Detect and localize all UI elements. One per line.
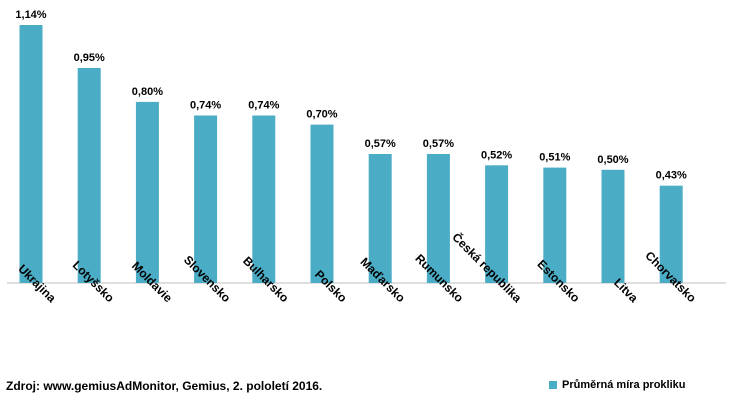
data-label-4: 0,74% [248, 100, 279, 112]
bar-7 [426, 154, 450, 283]
bar-3 [194, 115, 218, 283]
data-label-0: 1,14% [15, 9, 46, 21]
bar-9 [543, 167, 567, 283]
data-label-6: 0,57% [365, 138, 396, 150]
data-label-10: 0,50% [597, 154, 628, 166]
legend: Průměrná míra prokliku [549, 379, 686, 391]
source-note: Zdroj: www.gemiusAdMonitor, Gemius, 2. p… [6, 379, 323, 393]
bar-10 [601, 169, 625, 283]
bar-2 [135, 101, 159, 284]
data-label-3: 0,74% [190, 100, 221, 112]
data-label-2: 0,80% [132, 86, 163, 98]
legend-label: Průměrná míra prokliku [562, 379, 686, 391]
data-label-8: 0,52% [481, 149, 512, 161]
category-label-10: Litva [611, 275, 641, 305]
legend-swatch [549, 381, 557, 389]
bar-4 [252, 115, 276, 283]
bar-1 [77, 68, 101, 283]
bar-6 [368, 154, 392, 283]
data-label-11: 0,43% [656, 170, 687, 182]
bar-5 [310, 124, 334, 283]
bar-8 [485, 165, 509, 283]
bar-11 [659, 185, 683, 283]
data-label-9: 0,51% [539, 152, 570, 164]
data-label-1: 0,95% [74, 52, 105, 64]
bar-0 [19, 25, 43, 283]
data-label-5: 0,70% [306, 109, 337, 121]
data-label-7: 0,57% [423, 138, 454, 150]
